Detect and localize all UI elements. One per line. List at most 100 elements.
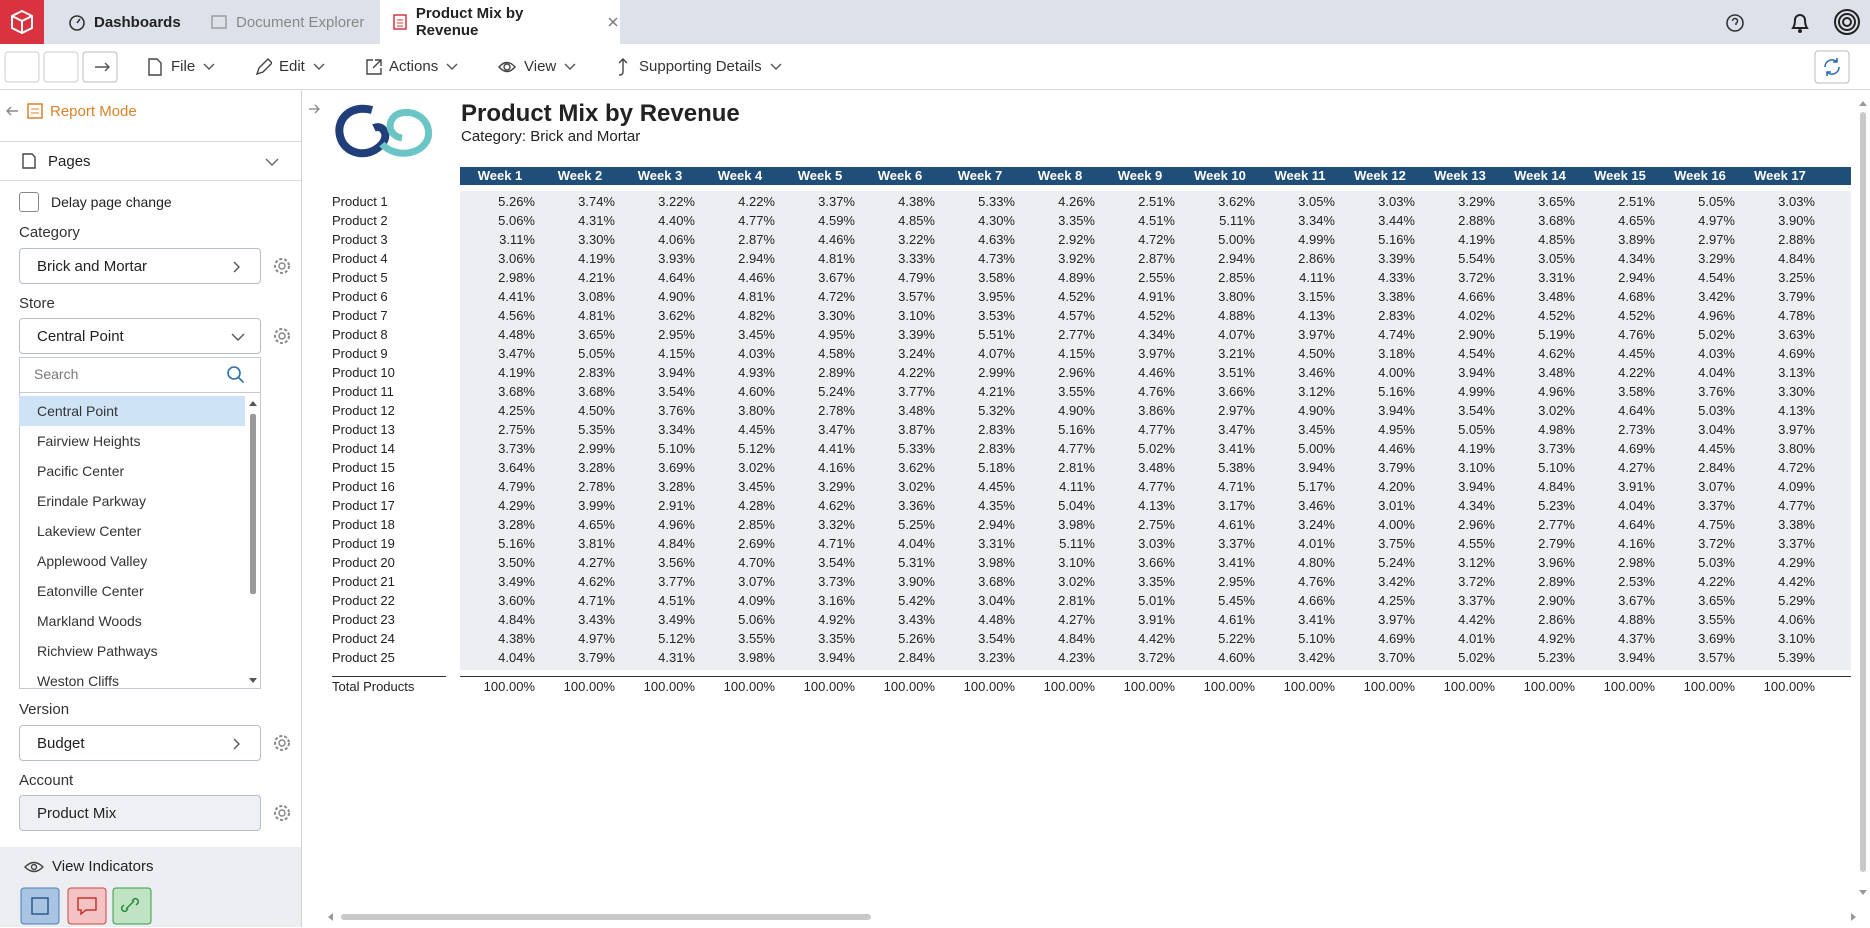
search-input[interactable]: Search xyxy=(34,366,79,382)
row-cell: 2.81% xyxy=(1058,460,1095,475)
dropdown-scrollbar[interactable] xyxy=(248,398,258,686)
row-cell: 4.62% xyxy=(818,498,855,513)
store-option[interactable]: Richview Pathways xyxy=(37,643,158,659)
row-cell: 2.79% xyxy=(1538,536,1575,551)
toolbar-button[interactable]: Edit xyxy=(254,44,326,89)
row-cell: 4.16% xyxy=(1618,536,1655,551)
settings-icon[interactable] xyxy=(272,256,292,276)
row-cell: 4.46% xyxy=(738,270,775,285)
row-cell: 5.03% xyxy=(1698,403,1735,418)
help-icon[interactable] xyxy=(1724,12,1746,34)
row-cell: 3.65% xyxy=(578,327,615,342)
tab-active[interactable]: Product Mix by Revenue xyxy=(380,0,620,44)
nav-buttons[interactable] xyxy=(4,51,120,83)
row-cell: 3.97% xyxy=(1138,346,1175,361)
tab[interactable]: Document Explorer xyxy=(198,0,378,44)
user-icon[interactable] xyxy=(1832,7,1862,37)
refresh-button[interactable] xyxy=(1814,50,1850,84)
checkbox-label: Delay page change xyxy=(51,194,172,210)
total-cell: 100.00% xyxy=(1363,679,1415,694)
row-cell: 3.47% xyxy=(1218,422,1255,437)
row-cell: 3.29% xyxy=(818,479,855,494)
vertical-scrollbar[interactable] xyxy=(1857,98,1869,898)
row-cell: 4.48% xyxy=(978,612,1015,627)
row-cell: 4.03% xyxy=(738,346,775,361)
row-cell: 3.94% xyxy=(1458,479,1495,494)
row-cell: 4.19% xyxy=(498,365,535,380)
row-cell: 4.61% xyxy=(1218,517,1255,532)
row-label: Product 10 xyxy=(332,365,395,380)
store-option[interactable]: Erindale Parkway xyxy=(37,493,146,509)
report-mode[interactable]: Report Mode xyxy=(4,102,137,120)
toolbar-button[interactable]: Actions xyxy=(364,44,459,89)
row-label: Product 1 xyxy=(332,194,388,209)
row-cell: 4.99% xyxy=(1298,232,1335,247)
settings-icon[interactable] xyxy=(272,733,292,753)
store-option[interactable]: Applewood Valley xyxy=(37,553,148,569)
view-indicators[interactable]: View Indicators xyxy=(24,858,153,875)
column-header: Week 14 xyxy=(1514,168,1566,183)
select-value: Product Mix xyxy=(37,804,117,822)
close-tab[interactable] xyxy=(606,15,620,29)
row-cell: 5.10% xyxy=(1298,631,1335,646)
row-cell: 2.78% xyxy=(818,403,855,418)
row-cell: 3.79% xyxy=(1778,289,1815,304)
row-cell: 3.94% xyxy=(1298,460,1335,475)
store-option[interactable]: Pacific Center xyxy=(37,463,125,479)
row-cell: 2.87% xyxy=(1138,251,1175,266)
store-option[interactable]: Markland Woods xyxy=(37,613,142,629)
row-cell: 2.88% xyxy=(1458,213,1495,228)
row-cell: 4.11% xyxy=(1059,479,1095,494)
tab[interactable]: Dashboards xyxy=(56,0,206,44)
row-cell: 2.78% xyxy=(578,479,615,494)
row-cell: 2.86% xyxy=(1538,612,1575,627)
row-cell: 4.82% xyxy=(738,308,775,323)
notifications-icon[interactable] xyxy=(1786,8,1814,36)
row-cell: 4.73% xyxy=(978,251,1015,266)
store-select[interactable]: Central Point xyxy=(19,318,261,354)
store-option[interactable]: Lakeview Center xyxy=(37,523,142,539)
version-select[interactable]: Budget xyxy=(19,725,261,761)
row-label: Product 7 xyxy=(332,308,388,323)
settings-icon[interactable] xyxy=(272,803,292,823)
toolbar-button[interactable]: Supporting Details xyxy=(614,44,783,89)
account-field[interactable]: Product Mix xyxy=(19,795,261,831)
row-label: Product 11 xyxy=(332,384,394,399)
category-select[interactable]: Brick and Mortar xyxy=(19,248,261,284)
row-cell: 3.76% xyxy=(1698,384,1735,399)
row-cell: 3.42% xyxy=(1698,289,1735,304)
checkbox[interactable] xyxy=(19,192,39,212)
row-cell: 4.04% xyxy=(1618,498,1655,513)
row-cell: 3.47% xyxy=(498,346,535,361)
row-cell: 3.48% xyxy=(1538,289,1575,304)
settings-icon[interactable] xyxy=(272,326,292,346)
store-option[interactable]: Central Point xyxy=(19,396,245,426)
row-cell: 3.49% xyxy=(498,574,535,589)
row-cell: 5.26% xyxy=(898,631,935,646)
row-cell: 4.52% xyxy=(1058,289,1095,304)
icon xyxy=(618,57,628,76)
row-cell: 2.95% xyxy=(658,327,695,342)
horizontal-scrollbar[interactable] xyxy=(327,910,1857,922)
store-option[interactable]: Weston Cliffs xyxy=(37,673,119,689)
row-cell: 2.97% xyxy=(1218,403,1255,418)
delay-checkbox[interactable]: Delay page change xyxy=(19,192,172,212)
store-option[interactable]: Eatonville Center xyxy=(37,583,144,599)
indicator-buttons[interactable] xyxy=(20,887,152,925)
row-cell: 4.68% xyxy=(1618,289,1655,304)
app-logo[interactable] xyxy=(0,0,44,44)
store-option[interactable]: Fairview Heights xyxy=(37,433,141,449)
chevron xyxy=(203,63,215,70)
row-cell: 3.81% xyxy=(578,536,615,551)
toolbar-button[interactable]: File xyxy=(146,44,216,89)
row-cell: 2.97% xyxy=(1698,232,1735,247)
row-cell: 3.87% xyxy=(898,422,935,437)
row-cell: 4.65% xyxy=(578,517,615,532)
pages-section[interactable]: Pages xyxy=(0,141,302,181)
toolbar-button[interactable]: View xyxy=(497,44,577,89)
row-cell: 3.64% xyxy=(498,460,535,475)
row-cell: 3.07% xyxy=(738,574,775,589)
row-cell: 3.95% xyxy=(978,289,1015,304)
expand-icon[interactable] xyxy=(308,102,320,116)
